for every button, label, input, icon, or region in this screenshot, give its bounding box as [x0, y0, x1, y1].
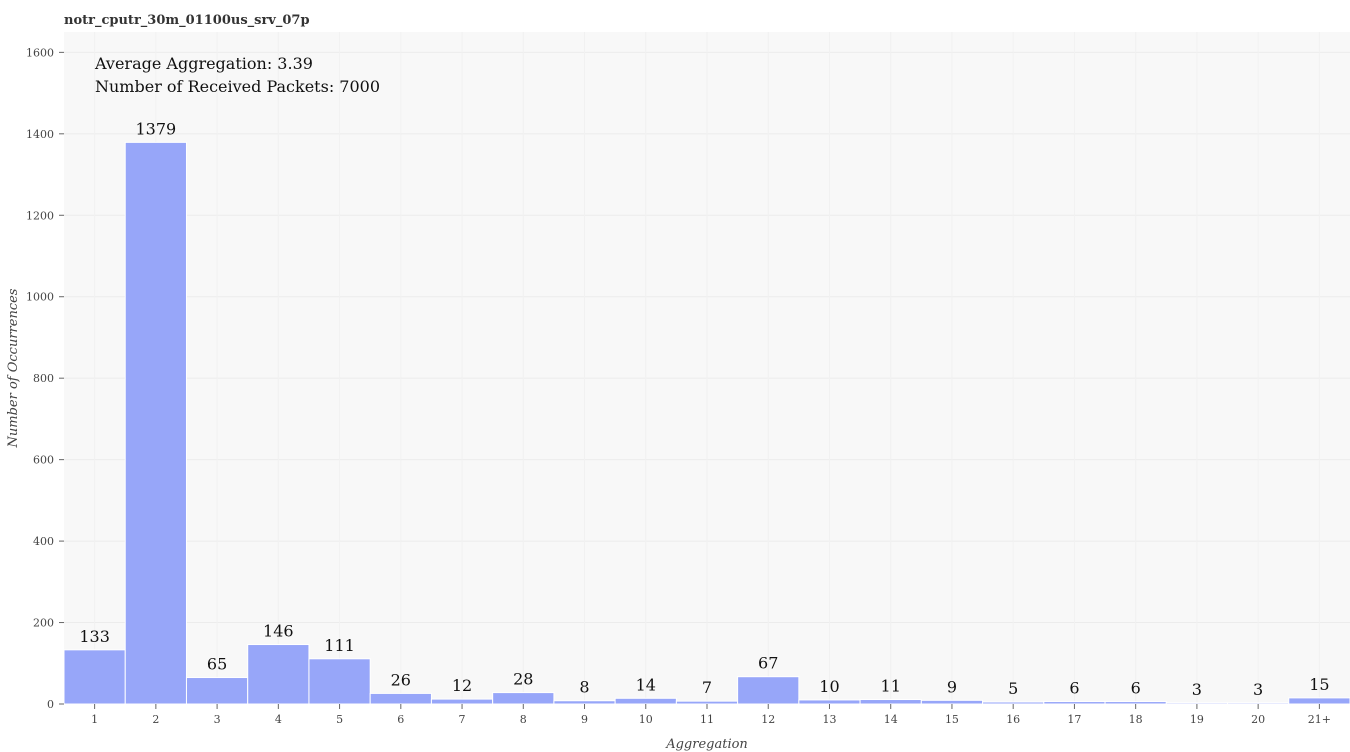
bar: [798, 699, 861, 705]
x-tick-label: 7: [459, 713, 466, 726]
bar-value-label: 67: [758, 654, 778, 673]
bar: [124, 141, 187, 705]
y-axis-label: Number of Occurrences: [6, 288, 21, 448]
bar-value-label: 28: [513, 670, 533, 689]
bar: [308, 658, 371, 705]
x-tick-label: 6: [397, 713, 404, 726]
x-tick-label: 5: [336, 713, 343, 726]
bar: [982, 701, 1045, 705]
bar-value-label: 8: [579, 678, 589, 697]
bar: [859, 699, 922, 705]
y-tick-label: 1200: [26, 209, 54, 222]
bar: [247, 644, 310, 705]
y-tick-label: 200: [33, 617, 54, 630]
bar: [63, 649, 126, 705]
bar: [1104, 701, 1167, 705]
bar-value-label: 9: [947, 677, 957, 696]
bar-value-label: 15: [1309, 675, 1329, 694]
bar: [1043, 701, 1106, 705]
x-tick-label: 21+: [1308, 713, 1331, 726]
bar: [675, 700, 739, 705]
bar-value-label: 65: [207, 655, 227, 674]
x-axis-ticks: 1 2 3 4 5 6 7 8 9 10 11 12 13 14 15 16 17 18 19 20 21+: [91, 704, 1331, 726]
bar-value-label: 133: [79, 627, 110, 646]
bar-value-label: 6: [1069, 679, 1079, 698]
bar: [553, 700, 616, 705]
x-tick-label: 16: [1006, 713, 1020, 726]
bar-value-label: 12: [452, 676, 472, 695]
x-tick-label: 15: [945, 713, 959, 726]
y-tick-label: 1600: [26, 46, 54, 59]
x-tick-label: 17: [1067, 713, 1081, 726]
y-tick-label: 1000: [26, 291, 54, 304]
x-tick-label: 12: [761, 713, 775, 726]
y-tick-label: 400: [33, 535, 54, 548]
bar-value-labels: 133 1379 65 146 111 26 12 28 8 14 7 67 10 11 9 5 6 6 3 3 15: [79, 119, 1329, 698]
bar-value-label: 10: [819, 677, 839, 696]
annotation-packets: Number of Received Packets: 7000: [95, 77, 380, 96]
x-tick-label: 19: [1190, 713, 1204, 726]
bar: [369, 692, 432, 705]
bar: [430, 698, 494, 705]
annotation-average: Average Aggregation: 3.39: [94, 54, 313, 73]
bar: [1227, 702, 1290, 705]
bar-value-label: 3: [1192, 680, 1202, 699]
bar-value-label: 6: [1131, 679, 1141, 698]
bar-value-label: 3: [1253, 680, 1263, 699]
y-tick-label: 0: [47, 698, 54, 711]
x-tick-label: 3: [214, 713, 221, 726]
x-tick-label: 18: [1129, 713, 1143, 726]
x-tick-label: 1: [91, 713, 98, 726]
y-tick-label: 600: [33, 454, 54, 467]
bar: [1288, 697, 1350, 705]
bar-value-label: 14: [636, 675, 656, 694]
x-tick-label: 4: [275, 713, 282, 726]
y-axis-ticks: 0 200 400 600 800 1000 1200 1400 1600: [26, 46, 64, 711]
x-axis-label: Aggregation: [665, 737, 748, 752]
x-tick-label: 13: [822, 713, 836, 726]
chart-title: notr_cputr_30m_01100us_srv_07p: [64, 13, 310, 28]
bar-value-label: 7: [702, 678, 712, 697]
bar-value-label: 111: [324, 636, 355, 655]
bar-value-label: 26: [391, 670, 411, 689]
bars: [63, 141, 1350, 705]
bar: [1165, 702, 1229, 705]
bar-value-label: 11: [881, 677, 901, 696]
x-tick-label: 2: [152, 713, 159, 726]
x-tick-label: 8: [520, 713, 527, 726]
bar: [920, 699, 984, 705]
bar-value-label: 146: [263, 622, 294, 641]
x-tick-label: 20: [1251, 713, 1265, 726]
x-tick-label: 10: [639, 713, 653, 726]
bar-value-label: 1379: [135, 119, 176, 138]
x-tick-label: 9: [581, 713, 588, 726]
bar: [185, 677, 249, 705]
y-tick-label: 800: [33, 372, 54, 385]
x-tick-label: 14: [884, 713, 898, 726]
bar: [492, 692, 555, 705]
bar-value-label: 5: [1008, 679, 1018, 698]
bar: [737, 676, 800, 705]
y-tick-label: 1400: [26, 128, 54, 141]
x-tick-label: 11: [700, 713, 714, 726]
bar: [614, 697, 677, 705]
